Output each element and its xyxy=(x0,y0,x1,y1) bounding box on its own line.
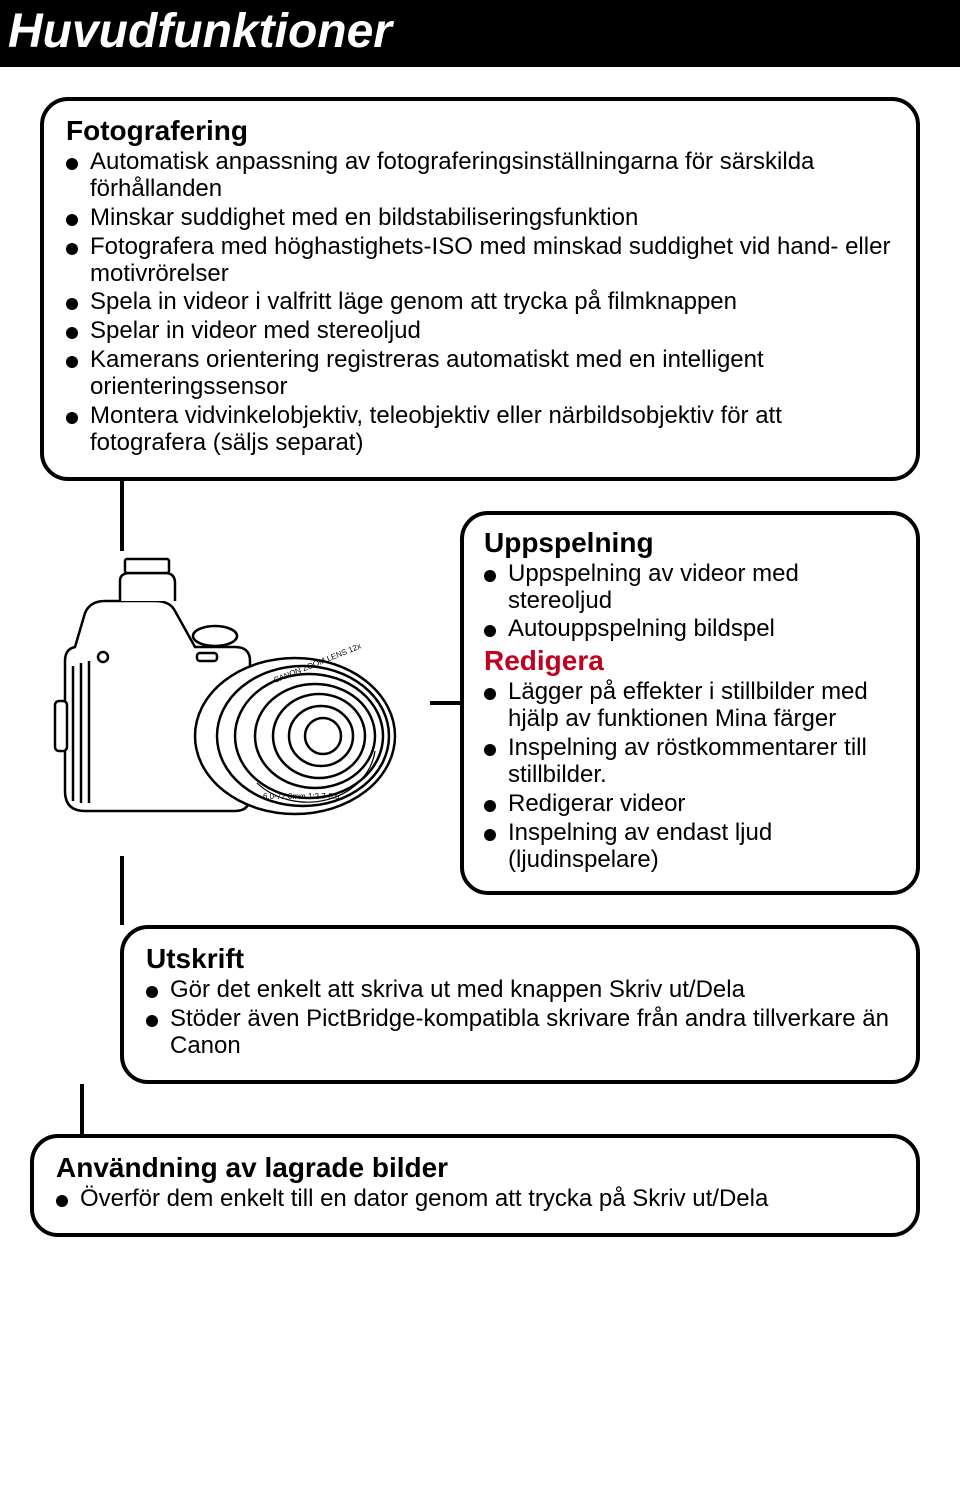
list-item: Spela in videor i valfritt läge genom at… xyxy=(66,289,894,316)
anvandning-list: Överför dem enkelt till en dator genom a… xyxy=(56,1186,894,1213)
list-item: Autouppspelning bildspel xyxy=(484,616,896,643)
redigera-list: Lägger på effekter i stillbilder med hjä… xyxy=(484,679,896,873)
list-item: Fotografera med höghastighets-ISO med mi… xyxy=(66,234,894,288)
anvandning-box: Användning av lagrade bilder Överför dem… xyxy=(30,1134,920,1237)
mid-row: 6.0-72.0mm 1:2.7-3.5 CANON ZOOM LENS 12x… xyxy=(0,511,920,896)
list-item: Överför dem enkelt till en dator genom a… xyxy=(56,1186,894,1213)
connector xyxy=(120,481,124,511)
uppspelning-heading: Uppspelning xyxy=(484,527,896,559)
list-item: Stöder även PictBridge-kompatibla skriva… xyxy=(146,1006,894,1060)
list-item: Montera vidvinkelobjektiv, teleobjektiv … xyxy=(66,403,894,457)
connector xyxy=(430,511,460,896)
utskrift-heading: Utskrift xyxy=(146,943,894,975)
fotografering-list: Automatisk anpassning av fotograferingsi… xyxy=(66,149,894,457)
page: Huvudfunktioner Fotografering Automatisk… xyxy=(0,0,960,1267)
uppspelning-list: Uppspelning av videor med stereoljud Aut… xyxy=(484,561,896,644)
utskrift-list: Gör det enkelt att skriva ut med knappen… xyxy=(146,977,894,1060)
anvandning-heading: Användning av lagrade bilder xyxy=(56,1152,894,1184)
camera-icon: 6.0-72.0mm 1:2.7-3.5 CANON ZOOM LENS 12x xyxy=(25,551,405,851)
list-item: Minskar suddighet med en bildstabiliseri… xyxy=(66,205,894,232)
list-item: Redigerar videor xyxy=(484,791,896,818)
list-item: Lägger på effekter i stillbilder med hjä… xyxy=(484,679,896,733)
page-title: Huvudfunktioner xyxy=(8,5,392,58)
list-item: Inspelning av endast ljud (ljudinspelare… xyxy=(484,820,896,874)
lens-text: 6.0-72.0mm 1:2.7-3.5 xyxy=(263,792,340,801)
fotografering-box: Fotografering Automatisk anpassning av f… xyxy=(40,97,920,481)
camera-illustration: 6.0-72.0mm 1:2.7-3.5 CANON ZOOM LENS 12x xyxy=(25,551,405,856)
list-item: Kamerans orientering registreras automat… xyxy=(66,347,894,401)
list-item: Gör det enkelt att skriva ut med knappen… xyxy=(146,977,894,1004)
connector xyxy=(80,1084,84,1134)
list-item: Inspelning av röstkommentarer till still… xyxy=(484,735,896,789)
connector xyxy=(120,895,124,925)
utskrift-box: Utskrift Gör det enkelt att skriva ut me… xyxy=(120,925,920,1084)
page-title-bar: Huvudfunktioner xyxy=(0,0,960,67)
redigera-heading: Redigera xyxy=(484,645,896,677)
uppspelning-redigera-box: Uppspelning Uppspelning av videor med st… xyxy=(460,511,920,896)
list-item: Uppspelning av videor med stereoljud xyxy=(484,561,896,615)
list-item: Spelar in videor med stereoljud xyxy=(66,318,894,345)
fotografering-heading: Fotografering xyxy=(66,115,894,147)
list-item: Automatisk anpassning av fotograferingsi… xyxy=(66,149,894,203)
camera-column: 6.0-72.0mm 1:2.7-3.5 CANON ZOOM LENS 12x xyxy=(0,511,430,896)
